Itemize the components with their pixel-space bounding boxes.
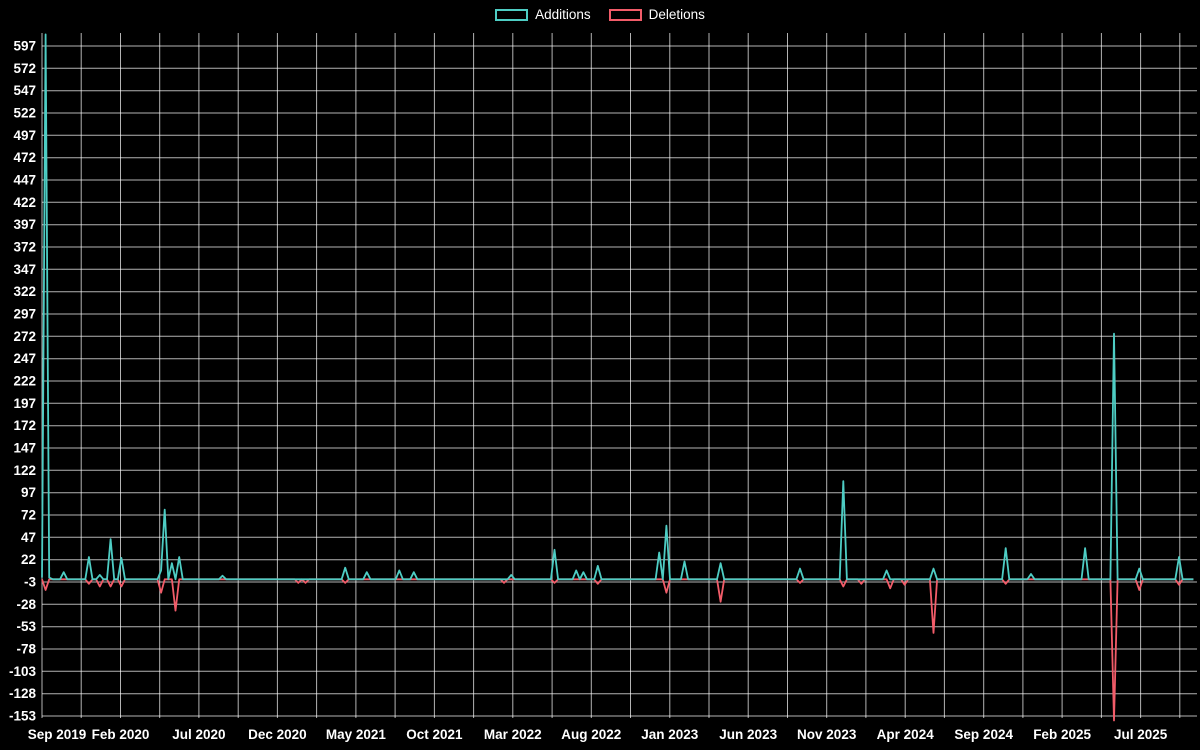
svg-text:Feb 2025: Feb 2025 [1033,727,1091,742]
svg-text:597: 597 [13,39,36,54]
svg-text:472: 472 [13,150,36,165]
svg-text:-3: -3 [24,575,36,590]
svg-text:447: 447 [13,173,36,188]
svg-text:-53: -53 [16,619,36,634]
svg-text:Nov 2023: Nov 2023 [797,727,857,742]
svg-text:47: 47 [21,530,36,545]
svg-text:22: 22 [21,552,36,567]
svg-text:572: 572 [13,61,36,76]
series-deletions [41,578,1194,722]
legend-label-additions: Additions [535,7,591,22]
legend-swatch-additions-icon [495,8,529,21]
svg-text:422: 422 [13,195,36,210]
svg-text:Jul 2020: Jul 2020 [172,727,225,742]
svg-text:-78: -78 [16,642,36,657]
svg-text:222: 222 [13,374,36,389]
svg-text:Jun 2023: Jun 2023 [719,727,777,742]
svg-text:172: 172 [13,418,36,433]
svg-text:Sep 2019: Sep 2019 [28,727,87,742]
svg-text:247: 247 [13,351,36,366]
y-axis-labels: 597 572 547 522 497 472 447 422 397 372 347 322 297 2… [9,39,37,724]
svg-text:97: 97 [21,485,36,500]
svg-text:322: 322 [13,284,36,299]
svg-text:May 2021: May 2021 [326,727,387,742]
svg-text:547: 547 [13,83,36,98]
svg-text:Oct 2021: Oct 2021 [406,727,463,742]
svg-text:122: 122 [13,463,36,478]
svg-text:Jan 2023: Jan 2023 [641,727,699,742]
x-axis-labels: Sep 2019 Feb 2020 Jul 2020 Dec 2020 May 2021… [28,727,1168,742]
svg-text:Mar 2022: Mar 2022 [484,727,542,742]
svg-text:522: 522 [13,106,36,121]
svg-text:397: 397 [13,217,36,232]
legend-item-deletions[interactable]: Deletions [608,7,705,22]
svg-text:72: 72 [21,508,36,523]
svg-text:-153: -153 [9,709,37,724]
chart-legend: Additions Deletions [0,7,1200,22]
svg-text:347: 347 [13,262,36,277]
svg-text:Sep 2024: Sep 2024 [954,727,1013,742]
svg-text:372: 372 [13,240,36,255]
svg-text:-103: -103 [9,664,37,679]
svg-text:297: 297 [13,307,36,322]
svg-text:-128: -128 [9,686,37,701]
svg-text:Dec 2020: Dec 2020 [248,727,307,742]
svg-text:272: 272 [13,329,36,344]
series-additions [41,33,1194,581]
svg-text:Apr 2024: Apr 2024 [877,727,935,742]
horizontal-gridlines [42,45,1197,717]
legend-item-additions[interactable]: Additions [495,7,591,22]
svg-text:Aug 2022: Aug 2022 [561,727,621,742]
svg-text:-28: -28 [16,597,36,612]
svg-text:Feb 2020: Feb 2020 [92,727,150,742]
legend-label-deletions: Deletions [648,7,705,22]
svg-text:497: 497 [13,128,36,143]
svg-text:147: 147 [13,441,36,456]
svg-text:197: 197 [13,396,36,411]
legend-swatch-deletions-icon [608,8,642,21]
svg-text:Jul 2025: Jul 2025 [1114,727,1168,742]
